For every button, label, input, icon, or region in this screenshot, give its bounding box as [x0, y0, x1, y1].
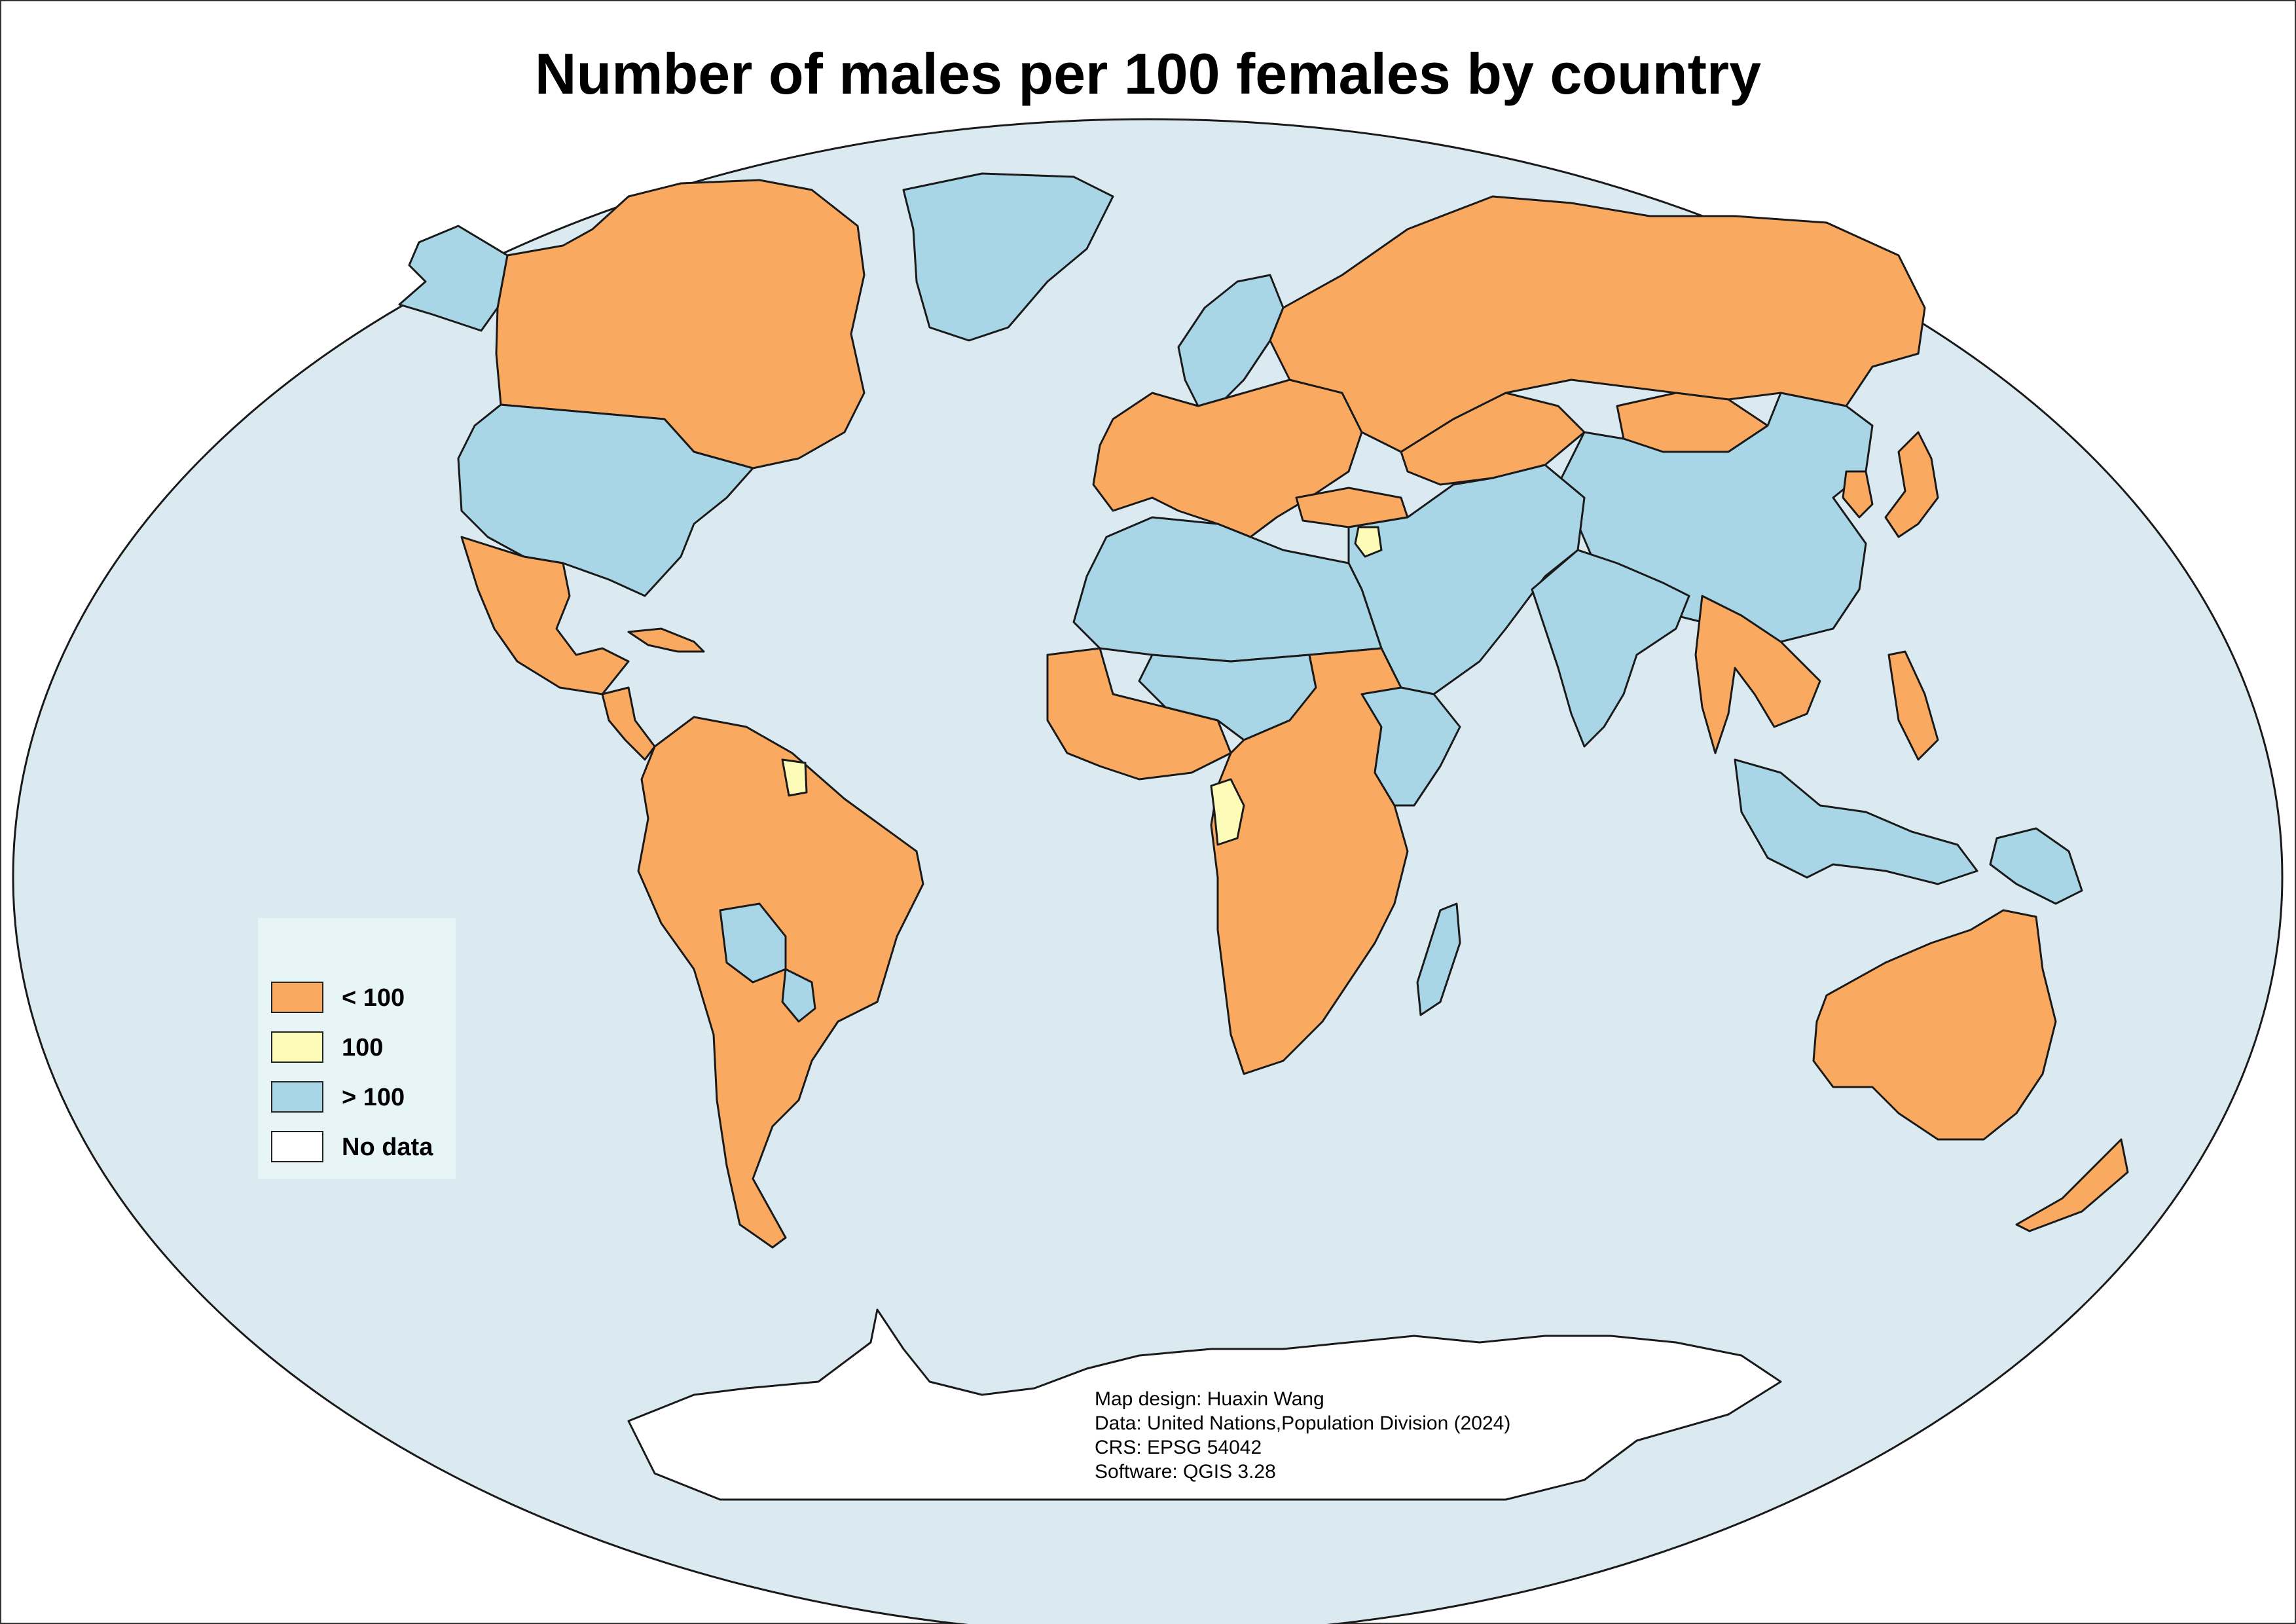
- credit-crs: CRS: EPSG 54042: [1095, 1437, 1262, 1458]
- antarctica[interactable]: [627, 1308, 1782, 1501]
- south-america[interactable]: [637, 716, 924, 1249]
- north-africa[interactable]: [1072, 516, 1383, 663]
- horn-of-africa[interactable]: [1360, 686, 1461, 807]
- legend-label-no-data: No data: [342, 1134, 433, 1161]
- southeast-asia[interactable]: [1694, 595, 1821, 754]
- korea[interactable]: [1842, 470, 1874, 519]
- credit-data-source: Data: United Nations,Population Division…: [1095, 1412, 1511, 1434]
- legend-label-above-100: > 100: [342, 1084, 405, 1111]
- central-southern-africa[interactable]: [1210, 647, 1409, 1075]
- indonesia[interactable]: [1734, 758, 1978, 885]
- united-states[interactable]: [457, 403, 754, 597]
- alaska[interactable]: [398, 225, 509, 332]
- legend-swatch-above-100: [271, 1081, 323, 1113]
- new-zealand[interactable]: [2015, 1138, 2129, 1232]
- india[interactable]: [1531, 549, 1690, 748]
- west-africa[interactable]: [1046, 647, 1232, 781]
- credit-software: Software: QGIS 3.28: [1095, 1461, 1276, 1483]
- congo[interactable]: [1210, 778, 1245, 846]
- mexico[interactable]: [460, 536, 630, 695]
- japan[interactable]: [1884, 431, 1939, 538]
- australia[interactable]: [1812, 909, 2057, 1141]
- legend-swatch-equal-100: [271, 1031, 323, 1063]
- syria[interactable]: [1354, 526, 1383, 558]
- paraguay[interactable]: [781, 968, 816, 1023]
- papua-new-guinea[interactable]: [1989, 827, 2083, 905]
- legend-swatch-below-100: [271, 982, 323, 1013]
- madagascar[interactable]: [1416, 902, 1461, 1016]
- map-title: Number of males per 100 females by count…: [534, 41, 1762, 106]
- europe[interactable]: [1092, 378, 1363, 538]
- map-credits: Map design: Huaxin Wang Data: United Nat…: [1095, 1387, 1510, 1484]
- credit-design: Map design: Huaxin Wang: [1095, 1388, 1324, 1410]
- legend-label-equal-100: 100: [342, 1034, 384, 1061]
- suriname[interactable]: [781, 758, 808, 797]
- map-legend: < 100 100 > 100 No data: [258, 918, 456, 1179]
- legend-swatch-no-data: [271, 1131, 323, 1162]
- kazakhstan[interactable]: [1400, 392, 1586, 486]
- central-america[interactable]: [601, 686, 656, 761]
- philippines[interactable]: [1887, 650, 1939, 761]
- cuba[interactable]: [627, 627, 705, 653]
- greenland[interactable]: [902, 172, 1114, 342]
- legend-label-below-100: < 100: [342, 984, 405, 1012]
